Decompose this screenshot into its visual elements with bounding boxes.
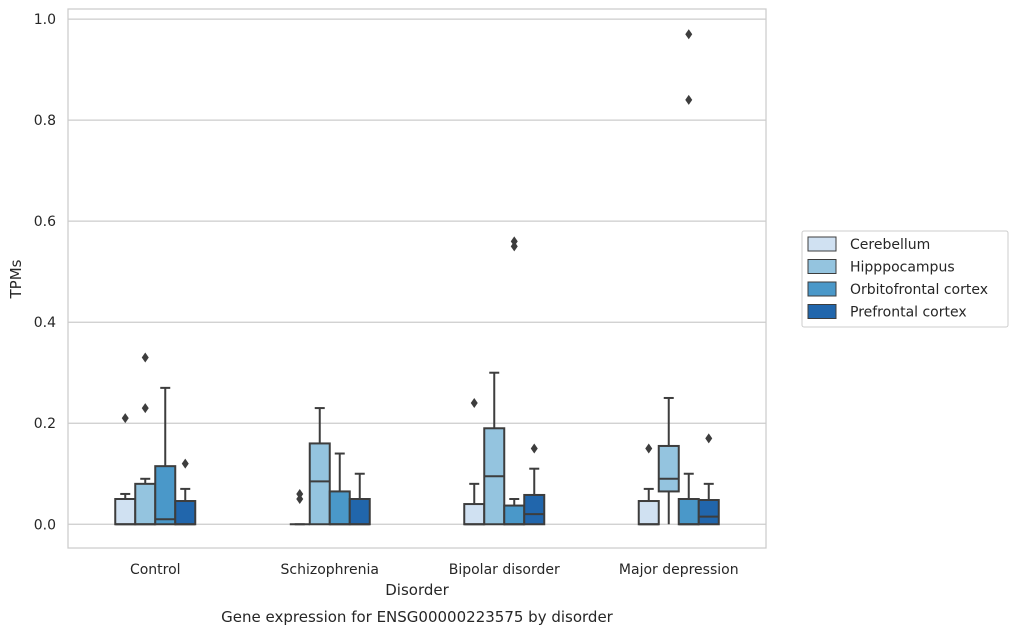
box-iqr	[503, 504, 526, 526]
y-tick-label: 0.6	[34, 214, 56, 230]
y-axis-ticks: 0.0 0.2 0.4 0.6 0.8 1.0	[34, 12, 56, 533]
box-iqr	[154, 465, 177, 526]
box-plot	[677, 29, 700, 526]
box-iqr	[114, 498, 137, 526]
legend-swatch	[807, 236, 837, 252]
outlier-point	[141, 352, 149, 363]
box-plot	[289, 488, 310, 526]
box-iqr	[657, 444, 680, 493]
box-iqr	[637, 500, 660, 526]
box-iqr	[174, 500, 197, 526]
legend-label: Orbitofrontal cortex	[850, 282, 988, 298]
legend-frame	[801, 230, 1009, 328]
y-axis-title: TPMs	[7, 259, 25, 299]
y-tick-label: 0.8	[34, 113, 56, 129]
y-tick-label: 1.0	[34, 12, 56, 28]
legend-swatch	[807, 259, 837, 274]
legend-swatch	[807, 304, 837, 319]
box-plot	[637, 443, 660, 526]
box-plot	[328, 452, 351, 526]
outlier-point	[296, 494, 304, 504]
outlier-point	[296, 488, 304, 499]
legend-swatch	[807, 281, 837, 297]
legend-label: Prefrontal cortex	[850, 305, 967, 321]
box-plot	[697, 433, 720, 526]
outlier-point	[645, 443, 653, 454]
box-iqr	[328, 490, 351, 526]
legend-label: Cerebellum	[850, 237, 930, 253]
outlier-point	[705, 433, 713, 444]
box-iqr	[463, 503, 486, 526]
y-tick-label: 0.2	[34, 416, 56, 432]
outlier-point	[470, 398, 478, 409]
legend: Cerebellum Hipppocampus Orbitofrontal cort…	[801, 230, 1009, 328]
box-plots	[114, 29, 720, 526]
outlier-point	[510, 236, 518, 247]
box-iqr	[348, 498, 371, 526]
box-plot	[657, 396, 680, 525]
outlier-point	[685, 29, 693, 40]
box-iqr	[523, 493, 546, 526]
box-plot	[503, 236, 526, 526]
y-tick-label: 0.0	[34, 517, 56, 533]
box-plot	[348, 472, 371, 526]
box-plot	[308, 407, 331, 526]
box-plot	[463, 398, 486, 526]
box-plot	[114, 413, 137, 526]
box-plot	[154, 386, 177, 526]
outlier-point	[530, 443, 538, 454]
box-plot	[174, 458, 197, 526]
y-tick-label: 0.4	[34, 315, 56, 331]
chart-caption: Gene expression for ENSG00000223575 by d…	[221, 608, 614, 626]
box-iqr	[677, 498, 700, 526]
box-iqr	[308, 442, 331, 526]
box-plot	[483, 371, 506, 526]
x-tick-label: Schizophrenia	[281, 562, 379, 578]
box-iqr	[697, 499, 720, 526]
box-iqr	[134, 482, 157, 526]
outlier-point	[181, 458, 189, 469]
x-axis-title: Disorder	[385, 581, 449, 599]
outlier-point	[121, 413, 129, 424]
box-plot	[523, 443, 546, 526]
x-tick-label: Bipolar disorder	[449, 562, 560, 578]
x-tick-label: Major depression	[619, 562, 739, 578]
box-plot	[134, 352, 157, 526]
outlier-point	[510, 241, 518, 252]
plot-frame	[67, 8, 767, 549]
outlier-point	[685, 94, 693, 105]
outlier-point	[141, 403, 149, 414]
legend-label: Hipppocampus	[850, 260, 955, 276]
x-axis-ticks: Control Schizophrenia Bipolar disorder Majo…	[130, 562, 739, 578]
x-tick-label: Control	[130, 562, 181, 578]
